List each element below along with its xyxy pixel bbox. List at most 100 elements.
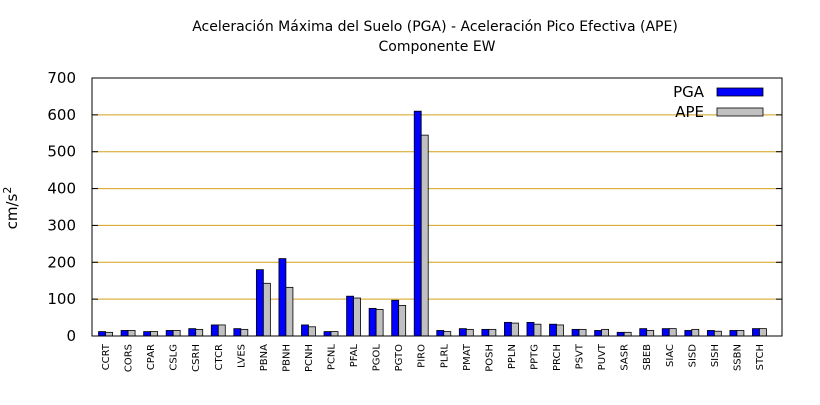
- bar-ape-pgol: [375, 309, 384, 337]
- bar-pga-pmat: [458, 328, 467, 337]
- x-tick-label: PFAL: [349, 344, 360, 368]
- plot-frame: [91, 77, 783, 337]
- bar-pga-pcnh: [301, 324, 309, 337]
- x-tick-label: PUVT: [597, 343, 608, 370]
- x-tick-label: PPTG: [529, 344, 540, 370]
- bars: [98, 110, 767, 337]
- bar-ape-pbnh: [285, 286, 294, 337]
- bar-ape-pfal: [353, 297, 361, 337]
- bar-pga-ppln: [504, 321, 512, 337]
- bar-ape-csrh: [195, 328, 204, 337]
- x-tick-label: CCRT: [101, 343, 112, 370]
- bar-pga-pbna: [255, 269, 264, 337]
- x-tick-label: PIRO: [417, 344, 428, 368]
- bar-ape-plrl: [443, 331, 452, 337]
- y-tick-label: 0: [66, 327, 76, 345]
- x-tick-label: PRCH: [552, 344, 563, 371]
- y-axis-label: cm/s2: [1, 187, 21, 230]
- bar-pga-ssbn: [729, 330, 738, 337]
- y-tick-label: 200: [47, 253, 76, 271]
- legend: PGA APE: [673, 83, 764, 121]
- bar-pga-csrh: [188, 328, 197, 337]
- x-tick-label: LVES: [236, 344, 247, 368]
- bar-pga-stch: [752, 328, 760, 337]
- bar-pga-plrl: [436, 330, 445, 337]
- x-tick-label: CSLG: [169, 344, 180, 371]
- bar-ape-piro: [420, 134, 429, 337]
- bar-pga-pfal: [346, 295, 354, 337]
- bar-ape-pcnh: [308, 326, 316, 337]
- x-tick-label: CPAR: [146, 344, 157, 370]
- y-tick-label: 400: [47, 180, 76, 198]
- chart-subtitle: Componente EW: [378, 39, 495, 55]
- x-tick-label: SISD: [687, 344, 698, 368]
- x-tick-label: SASR: [620, 344, 631, 371]
- bar-ape-sish: [713, 330, 722, 337]
- x-tick-label: SBEB: [642, 344, 653, 371]
- bar-ape-siac: [668, 328, 677, 337]
- y-axis-ticks: 0 100 200 300 400 500 600 700: [47, 69, 782, 345]
- chart-title: Aceleración Máxima del Suelo (PGA) - Ace…: [192, 19, 678, 35]
- bar-pga-sish: [706, 330, 715, 337]
- bar-pga-cpar: [143, 331, 152, 337]
- x-tick-label: PGOL: [372, 344, 383, 372]
- y-tick-label: 700: [47, 69, 76, 87]
- bar-ape-ccrt: [105, 331, 113, 337]
- bar-ape-cors: [127, 330, 136, 337]
- y-axis-label-unit: cm/s: [3, 193, 21, 229]
- bar-pga-cslg: [165, 330, 174, 337]
- grid-lines: [92, 114, 782, 300]
- legend-label-ape: APE: [675, 103, 704, 121]
- x-tick-label: PLRL: [439, 344, 450, 369]
- bar-pga-lves: [233, 328, 242, 337]
- bar-ape-pptg: [533, 323, 542, 337]
- x-tick-label: PPLN: [507, 344, 518, 369]
- bar-pga-pgto: [391, 299, 400, 337]
- x-tick-label: PGTO: [394, 344, 405, 372]
- x-tick-label: PBNA: [259, 344, 270, 371]
- bar-ape-ppln: [511, 322, 519, 337]
- legend-label-pga: PGA: [673, 83, 705, 101]
- bar-pga-psvt: [571, 328, 580, 337]
- bar-pga-ccrt: [98, 331, 106, 337]
- bar-pga-sasr: [616, 331, 625, 337]
- bar-ape-sasr: [623, 331, 632, 337]
- y-axis-label-exponent: 2: [1, 187, 14, 194]
- x-tick-label: POSH: [484, 344, 495, 372]
- bar-ape-ctcr: [217, 324, 226, 337]
- x-tick-label: PSVT: [575, 343, 586, 369]
- bar-pga-sisd: [684, 330, 693, 337]
- bar-pga-pgol: [368, 307, 377, 337]
- y-tick-label: 300: [47, 216, 76, 234]
- y-tick-label: 100: [47, 290, 76, 308]
- bar-ape-posh: [488, 328, 497, 337]
- x-tick-label: CORS: [124, 344, 135, 372]
- bar-ape-lves: [240, 328, 249, 337]
- bar-ape-pbna: [262, 282, 271, 337]
- y-tick-label: 600: [47, 106, 76, 124]
- bar-pga-prch: [549, 323, 557, 337]
- x-tick-label: PCNL: [327, 344, 338, 370]
- bar-pga-sbeb: [639, 328, 648, 337]
- bar-ape-sbeb: [646, 330, 655, 337]
- x-tick-label: SIAC: [665, 344, 676, 367]
- bar-pga-cors: [120, 330, 129, 337]
- bar-ape-stch: [759, 328, 767, 337]
- x-tick-label: CTCR: [214, 344, 225, 370]
- x-tick-label: PMAT: [462, 343, 473, 371]
- legend-swatch-pga: [716, 87, 764, 97]
- x-axis-ticks: CCRT CORS CPAR CSLG CSRH CTCR LVES PBNA PBNH PCNH…: [101, 343, 766, 372]
- x-tick-label: PBNH: [281, 344, 292, 372]
- bar-ape-puvt: [601, 328, 610, 337]
- bar-ape-pmat: [465, 328, 474, 337]
- bar-ape-prch: [556, 324, 564, 337]
- y-tick-label: 500: [47, 143, 76, 161]
- x-tick-label: SSBN: [732, 344, 743, 371]
- x-tick-label: PCNH: [304, 344, 315, 372]
- bar-ape-cslg: [172, 330, 181, 337]
- bar-ape-pcnl: [330, 331, 339, 337]
- x-tick-label: CSRH: [191, 344, 202, 372]
- bar-pga-pbnh: [278, 258, 287, 337]
